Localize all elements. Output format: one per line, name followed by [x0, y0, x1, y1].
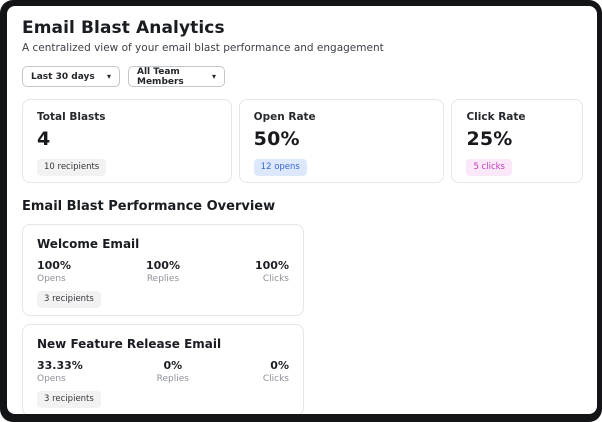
chevron-down-icon: ▾: [211, 71, 216, 81]
stat-opens: 100% Opens: [37, 259, 71, 284]
email-card-new-feature-release-email: New Feature Release Email 33.33% Opens 0…: [22, 324, 304, 414]
chevron-down-icon: ▾: [106, 71, 111, 81]
stat-card-total-blasts: Total Blasts 4 10 recipients: [22, 99, 232, 183]
stat-card-value: 4: [37, 128, 51, 150]
stat-value: 0%: [163, 359, 183, 372]
opens-badge: 12 opens: [253, 159, 307, 176]
team-members-select[interactable]: All Team Members ▾: [128, 66, 225, 87]
stat-card-value: 50%: [253, 128, 300, 150]
recipients-badge: 3 recipients: [37, 391, 101, 408]
stat-replies: 100% Replies: [146, 259, 180, 284]
email-card-stats: 100% Opens 100% Replies 100% Clicks: [37, 259, 289, 284]
stat-label: Opens: [37, 274, 66, 284]
dashboard-content: Email Blast Analytics A centralized view…: [7, 6, 597, 414]
stat-value: 100%: [146, 259, 180, 272]
page-subtitle: A centralized view of your email blast p…: [22, 42, 384, 54]
stat-card-open-rate: Open Rate 50% 12 opens: [238, 99, 445, 183]
email-cards-grid: Welcome Email 100% Opens 100% Replies 10…: [22, 224, 583, 414]
stat-label: Replies: [146, 274, 180, 284]
section-heading-performance-overview: Email Blast Performance Overview: [22, 199, 276, 214]
filters-row: Last 30 days ▾ All Team Members ▾: [22, 66, 583, 87]
stat-card-value: 25%: [466, 128, 513, 150]
date-range-value: Last 30 days: [31, 71, 95, 82]
clicks-badge: 5 clicks: [466, 159, 512, 176]
stat-card-label: Open Rate: [253, 111, 316, 123]
email-card-stats: 33.33% Opens 0% Replies 0% Clicks: [37, 359, 289, 384]
stat-label: Clicks: [262, 374, 289, 384]
page-title: Email Blast Analytics: [22, 18, 225, 38]
email-card-welcome-email: Welcome Email 100% Opens 100% Replies 10…: [22, 224, 304, 316]
email-card-title: New Feature Release Email: [37, 337, 222, 351]
recipients-badge: 10 recipients: [37, 159, 107, 176]
stat-clicks: 0% Clicks: [263, 359, 289, 384]
stat-label: Clicks: [262, 274, 289, 284]
stat-card-label: Click Rate: [466, 111, 526, 123]
recipients-badge: 3 recipients: [37, 291, 101, 308]
stat-opens: 33.33% Opens: [37, 359, 83, 384]
email-card-title: Welcome Email: [37, 237, 140, 251]
date-range-select[interactable]: Last 30 days ▾: [22, 66, 120, 87]
team-members-value: All Team Members: [137, 66, 184, 87]
stat-card-click-rate: Click Rate 25% 5 clicks: [451, 99, 583, 183]
stat-card-label: Total Blasts: [37, 111, 106, 123]
summary-cards-row: Total Blasts 4 10 recipients Open Rate 5…: [22, 99, 583, 183]
stat-value: 100%: [255, 259, 289, 272]
stat-clicks: 100% Clicks: [255, 259, 289, 284]
stat-label: Opens: [37, 374, 66, 384]
stat-value: 33.33%: [37, 359, 83, 372]
stat-replies: 0% Replies: [157, 359, 189, 384]
stat-label: Replies: [156, 374, 189, 384]
stat-value: 0%: [270, 359, 289, 372]
stat-value: 100%: [37, 259, 71, 272]
